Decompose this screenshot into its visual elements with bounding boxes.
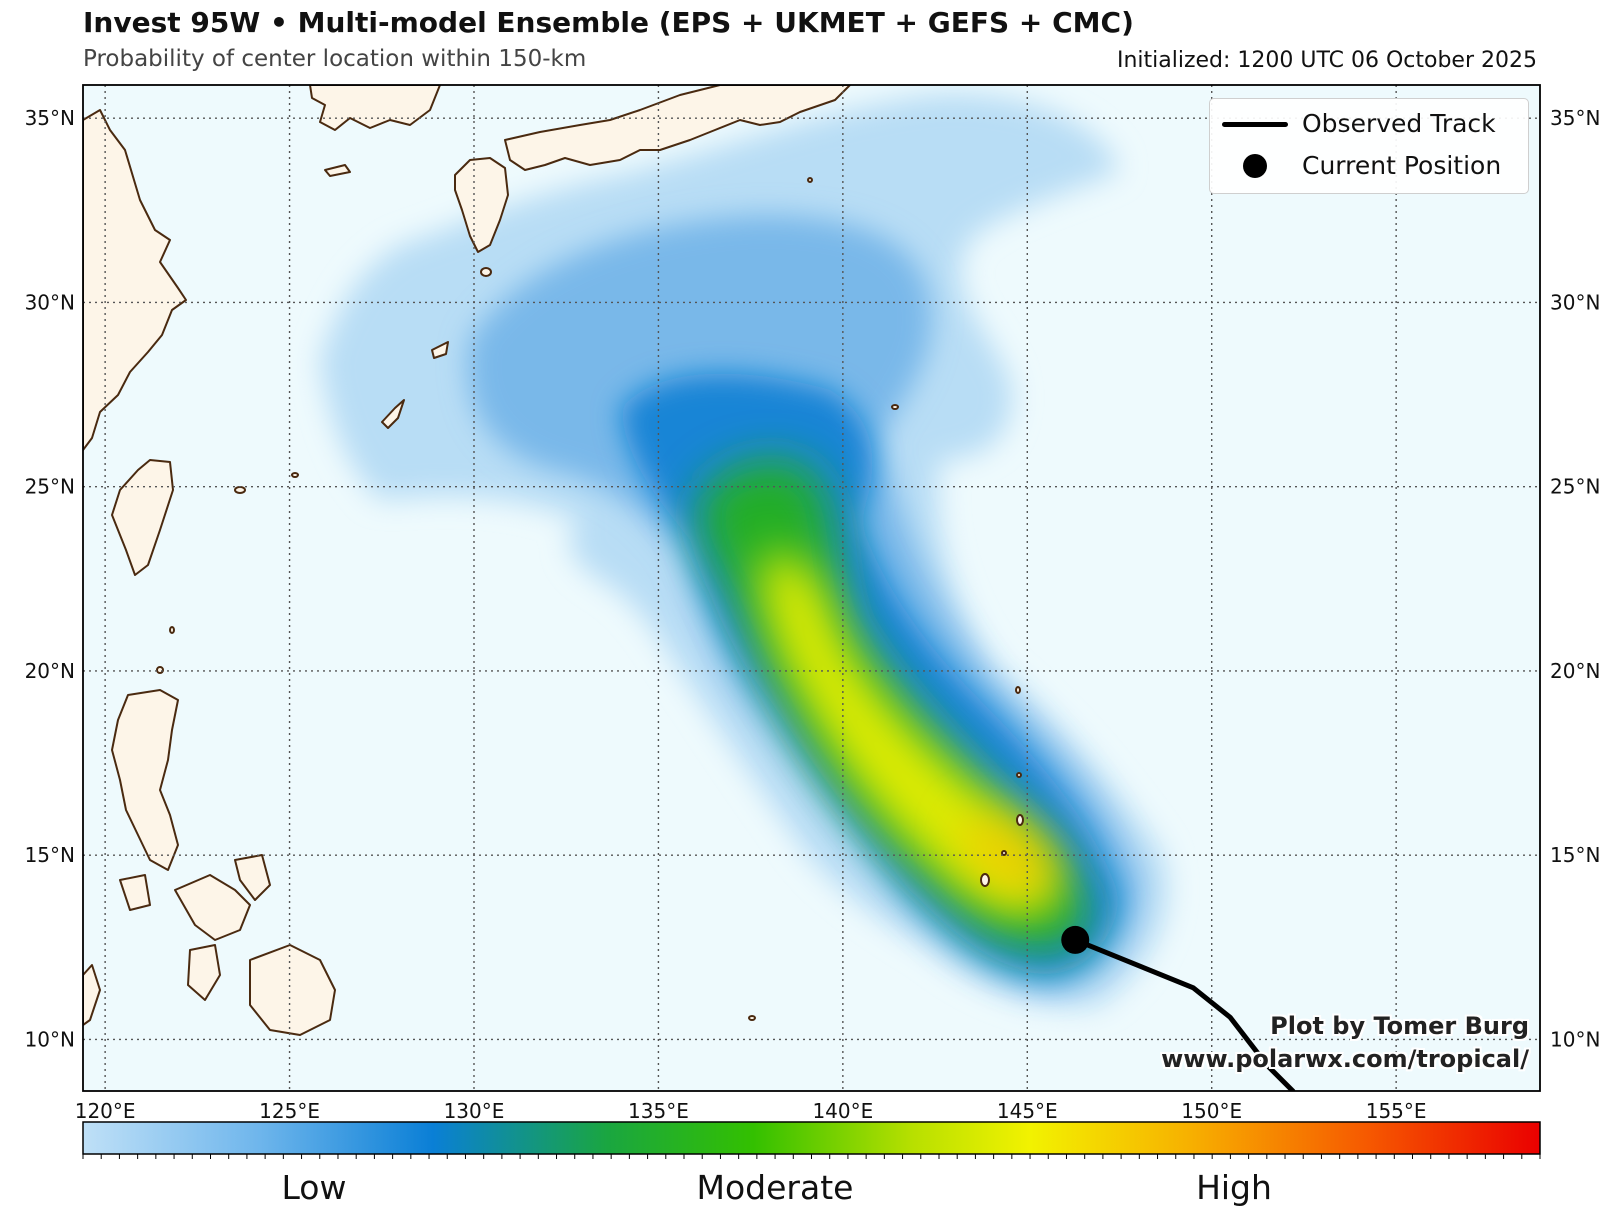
land-isle-e xyxy=(891,404,899,410)
land-tanegashima xyxy=(480,267,492,277)
lat-tick-label: 10°N xyxy=(25,1027,75,1051)
map-layers xyxy=(83,85,1540,1091)
colorbar-label-high: High xyxy=(1196,1168,1272,1207)
land-mindoro xyxy=(119,874,151,911)
land-honshu xyxy=(504,85,851,171)
landmasses xyxy=(83,85,1024,1036)
land-guam xyxy=(980,873,990,887)
land-china xyxy=(83,109,187,451)
land-isle-a xyxy=(234,486,246,494)
land-negros xyxy=(187,944,221,1001)
legend-row-track: Observed Track xyxy=(1210,103,1528,143)
legend-row-position: Current Position xyxy=(1210,145,1528,185)
lon-tick-labels: 120°E 125°E 130°E 135°E 140°E 145°E 150°E 155°E xyxy=(75,1099,1427,1123)
land-kyushu xyxy=(454,157,509,253)
lon-tick-label: 150°E xyxy=(1181,1099,1242,1123)
colorbar xyxy=(82,1121,1541,1155)
observed-track-line xyxy=(1072,937,1296,1091)
lon-tick-label: 140°E xyxy=(812,1099,873,1123)
lat-tick-label: 20°N xyxy=(25,659,75,683)
credit-url: www.polarwx.com/tropical/ xyxy=(1161,1045,1529,1073)
lat-tick-label: 30°N xyxy=(1550,290,1600,314)
land-isle-j xyxy=(807,177,813,183)
lat-tick-label: 25°N xyxy=(1550,475,1600,499)
lat-tick-label: 30°N xyxy=(25,290,75,314)
land-visayas xyxy=(174,874,251,941)
land-isle-g xyxy=(1015,686,1021,694)
land-isle-d xyxy=(169,626,175,634)
land-isle-h xyxy=(1016,772,1022,778)
init-time: Initialized: 1200 UTC 06 October 2025 xyxy=(1116,48,1537,73)
land-isle-i xyxy=(1001,850,1007,856)
land-mindanao xyxy=(249,944,336,1036)
chart-title: Invest 95W • Multi-model Ensemble (EPS +… xyxy=(83,6,1134,39)
colorbar-label-low: Low xyxy=(281,1168,347,1207)
land-jeju xyxy=(324,164,351,177)
lat-tick-label: 35°N xyxy=(25,106,75,130)
lon-tick-label: 130°E xyxy=(444,1099,505,1123)
legend-position-swatch xyxy=(1243,154,1267,178)
land-isle-b xyxy=(291,472,299,478)
land-amami xyxy=(431,341,449,359)
legend-track-swatch xyxy=(1222,122,1288,127)
lat-tick-label: 25°N xyxy=(25,475,75,499)
land-palawan xyxy=(83,964,101,1026)
legend: Observed Track Current Position xyxy=(1209,98,1529,194)
lat-tick-label: 35°N xyxy=(1550,106,1600,130)
land-okinawa xyxy=(381,399,405,429)
legend-track-label: Observed Track xyxy=(1302,109,1496,138)
lat-tick-label: 15°N xyxy=(25,843,75,867)
lat-tick-label: 15°N xyxy=(1550,843,1600,867)
lat-tick-label: 20°N xyxy=(1550,659,1600,683)
lat-tick-labels-right: 10°N 15°N 20°N 25°N 30°N 35°N xyxy=(1550,106,1600,1051)
legend-position-label: Current Position xyxy=(1302,151,1502,180)
lon-tick-label: 145°E xyxy=(997,1099,1058,1123)
current-position-marker xyxy=(1061,925,1090,954)
map-frame xyxy=(82,84,1541,1092)
land-luzon xyxy=(111,689,179,871)
land-saipan xyxy=(1016,814,1024,826)
lat-tick-label: 10°N xyxy=(1550,1027,1600,1051)
chart-subtitle: Probability of center location within 15… xyxy=(83,46,587,72)
lon-tick-label: 155°E xyxy=(1366,1099,1427,1123)
lon-tick-label: 120°E xyxy=(75,1099,136,1123)
colorbar-label-moderate: Moderate xyxy=(696,1168,854,1207)
land-isle-f xyxy=(748,1015,756,1021)
land-isle-c xyxy=(156,666,164,674)
credit-author: Plot by Tomer Burg xyxy=(1270,1012,1529,1040)
lon-tick-label: 125°E xyxy=(259,1099,320,1123)
colorbar-ticks xyxy=(82,1154,1541,1159)
lat-tick-labels-left: 10°N 15°N 20°N 25°N 30°N 35°N xyxy=(25,106,75,1051)
lon-tick-label: 135°E xyxy=(628,1099,689,1123)
land-taiwan xyxy=(111,459,174,576)
